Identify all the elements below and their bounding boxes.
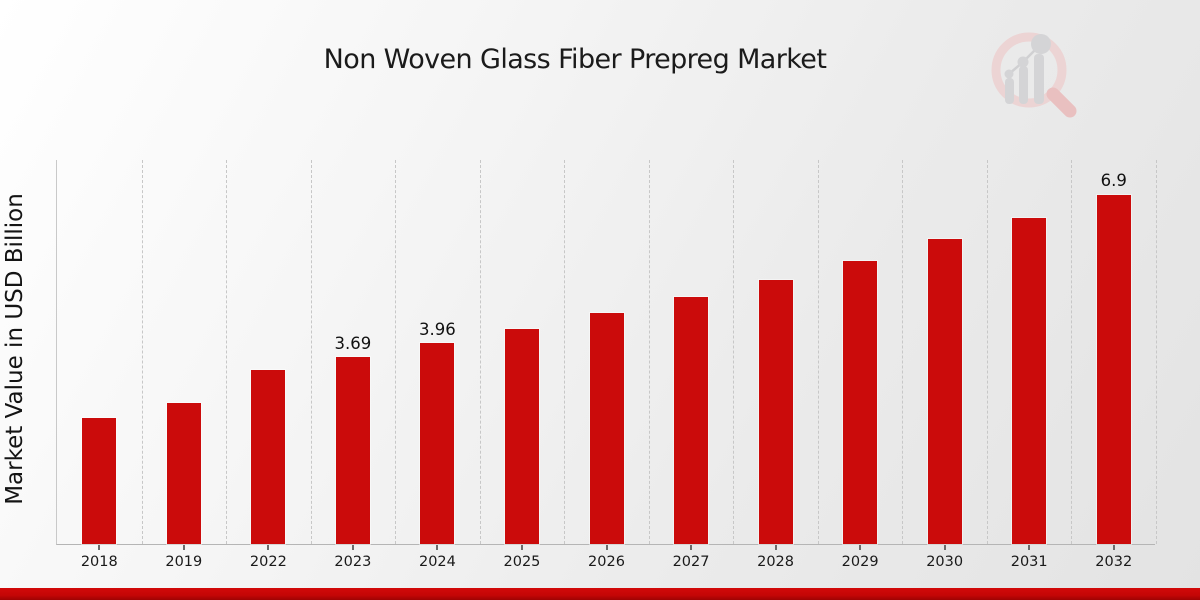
bar-2027 xyxy=(674,296,709,544)
x-axis-label-2018: 2018 xyxy=(80,554,118,570)
x-axis-tick xyxy=(690,545,693,550)
gridline xyxy=(564,160,566,544)
bar-2022 xyxy=(251,369,286,544)
magnifier-bar-chart-logo-icon xyxy=(991,32,1077,118)
bar-2028 xyxy=(758,279,793,544)
x-axis-label-2019: 2019 xyxy=(165,554,203,570)
x-axis-label-2027: 2027 xyxy=(672,554,710,570)
bar-2019 xyxy=(166,402,201,544)
x-axis-tick xyxy=(436,545,439,550)
gridline xyxy=(310,160,312,544)
x-axis-label-2029: 2029 xyxy=(841,554,879,570)
bar-chart-plot-area: 2018 2019 2022 2023 3.69 2024 3.96 2025 2026 2027… xyxy=(56,160,1157,570)
bottom-accent-strip xyxy=(0,588,1200,600)
bar-2024 xyxy=(420,343,455,544)
gridline xyxy=(902,160,904,544)
x-axis-label-2024: 2024 xyxy=(418,554,456,570)
x-axis-tick xyxy=(351,545,354,550)
x-axis-tick xyxy=(182,545,185,550)
x-axis-tick xyxy=(943,545,946,550)
bar-2031 xyxy=(1012,217,1047,544)
x-axis-tick xyxy=(98,545,101,550)
gridline xyxy=(479,160,481,544)
x-axis-label-2025: 2025 xyxy=(503,554,541,570)
bar-2030 xyxy=(927,238,962,544)
x-axis-label-2030: 2030 xyxy=(926,554,964,570)
gridline xyxy=(733,160,735,544)
gridline xyxy=(141,160,143,544)
bar-2026 xyxy=(589,312,624,544)
gridline xyxy=(986,160,988,544)
x-axis-label-2031: 2031 xyxy=(1010,554,1048,570)
x-axis-tick xyxy=(774,545,777,550)
y-axis-label: Market Value in USD Billion xyxy=(2,193,28,505)
x-axis-tick xyxy=(859,545,862,550)
x-axis-label-2028: 2028 xyxy=(757,554,795,570)
gridline xyxy=(226,160,228,544)
x-axis-label-2022: 2022 xyxy=(249,554,287,570)
gridline xyxy=(395,160,397,544)
x-axis-tick xyxy=(1028,545,1031,550)
x-axis-tick xyxy=(605,545,608,550)
x-axis-tick xyxy=(520,545,523,550)
data-label-2032: 6.9 xyxy=(1100,171,1127,191)
x-axis-tick xyxy=(267,545,270,550)
bar-2018 xyxy=(82,417,117,544)
gridline xyxy=(1156,160,1157,544)
x-axis-label-2023: 2023 xyxy=(334,554,372,570)
bar-2025 xyxy=(504,328,539,544)
gridline xyxy=(1071,160,1073,544)
chart-title: Non Woven Glass Fiber Prepreg Market xyxy=(323,44,827,75)
bar-2032 xyxy=(1096,194,1131,544)
bar-2023 xyxy=(335,357,370,544)
data-label-2024: 3.96 xyxy=(419,320,456,340)
data-label-2023: 3.69 xyxy=(334,334,372,354)
bar-2029 xyxy=(843,260,878,544)
x-axis-label-2032: 2032 xyxy=(1095,554,1133,570)
gridline xyxy=(817,160,819,544)
x-axis-tick xyxy=(1112,545,1115,550)
gridline xyxy=(648,160,650,544)
x-axis-label-2026: 2026 xyxy=(588,554,625,570)
